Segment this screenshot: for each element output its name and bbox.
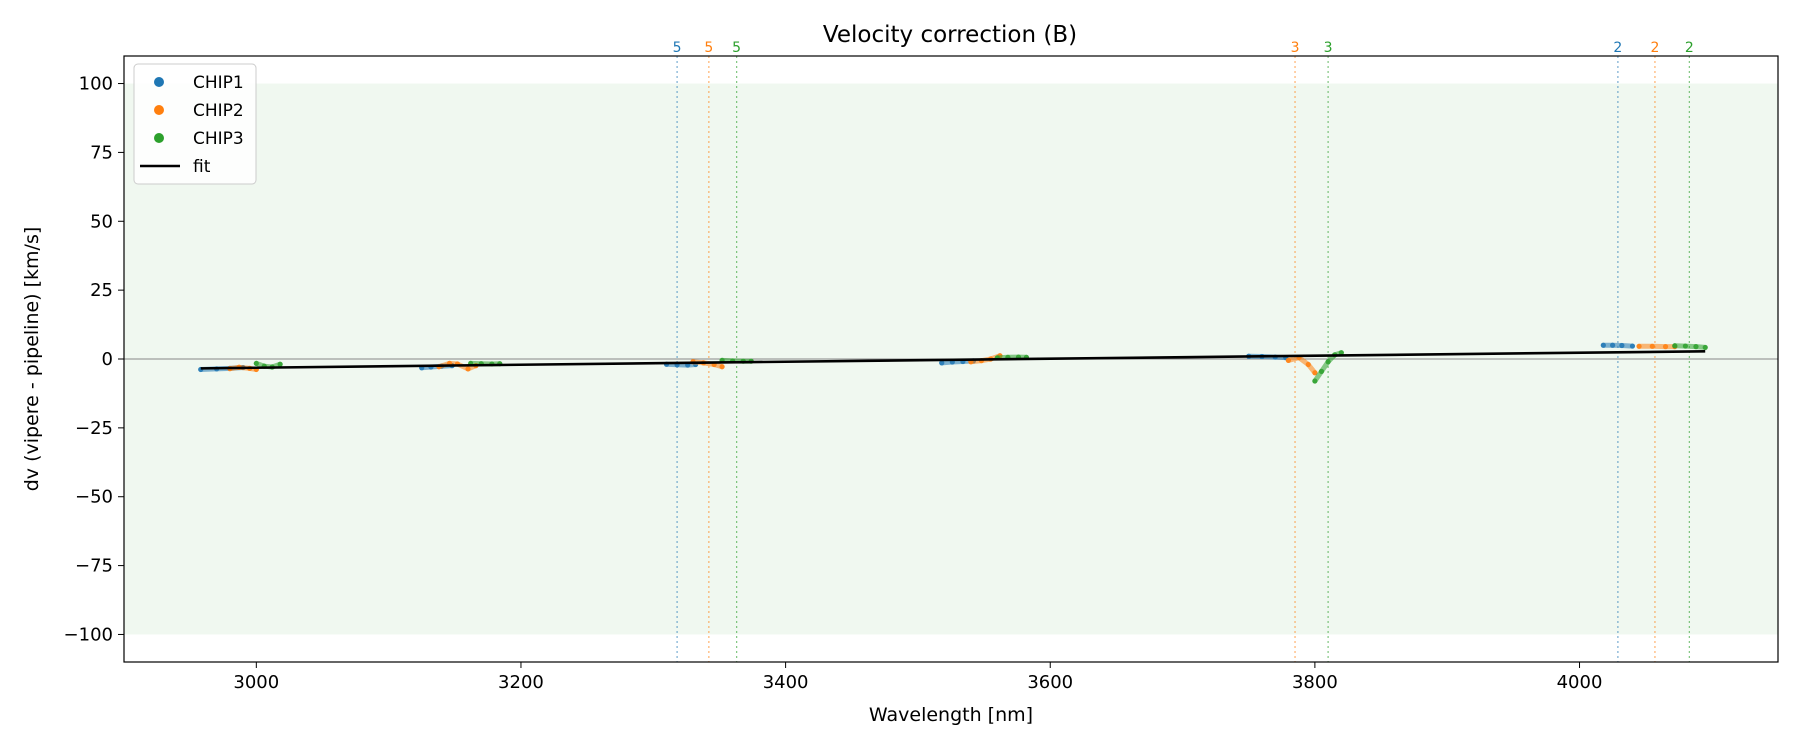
legend: CHIP1 CHIP2 CHIP3 fit xyxy=(133,63,257,185)
y-tick-label-0: 100 xyxy=(79,74,113,95)
fit-line xyxy=(200,349,1706,370)
chip3-point-5-2 xyxy=(1693,344,1699,350)
chip3-point-4-2 xyxy=(1325,359,1331,365)
legend-marker-0 xyxy=(154,77,164,87)
chip3-point-5-3 xyxy=(1702,344,1708,351)
chip2-point-4-0 xyxy=(1285,357,1292,363)
x-axis-label: Wavelength [nm] xyxy=(869,704,1033,726)
vertical-marker-label-6: 2 xyxy=(1650,40,1659,56)
legend-label-2: CHIP3 xyxy=(193,129,244,149)
chip3-point-4-1 xyxy=(1318,368,1325,374)
chip2-point-5-2 xyxy=(1662,344,1669,350)
y-tick-label-8: −100 xyxy=(64,624,113,645)
chip3-segment-5 xyxy=(1672,343,1708,350)
x-tick-label-2: 3400 xyxy=(763,672,809,693)
chip3-point-5-1 xyxy=(1682,343,1688,349)
vertical-marker-label-5: 2 xyxy=(1613,40,1622,56)
chip2-point-2-3 xyxy=(719,364,725,370)
y-tick-label-3: 25 xyxy=(90,280,113,301)
chip1-point-5-0 xyxy=(1600,342,1606,348)
y-tick-label-1: 75 xyxy=(90,142,113,163)
y-tick-label-2: 50 xyxy=(90,211,113,232)
vertical-marker-label-2: 5 xyxy=(732,40,741,56)
chip1-segment-5 xyxy=(1600,342,1635,349)
x-tick-label-1: 3200 xyxy=(498,672,544,693)
y-tick-label-7: −75 xyxy=(75,556,113,577)
vertical-marker-label-7: 2 xyxy=(1685,40,1694,56)
y-tick-label-5: −25 xyxy=(75,418,113,439)
chip3-point-5-0 xyxy=(1672,343,1678,349)
chip2-point-1-3 xyxy=(465,366,471,372)
x-axis-ticks: 3000 3200 3400 3600 3800 4000 xyxy=(233,662,1602,693)
legend-label-3: fit xyxy=(193,157,211,177)
legend-label-0: CHIP1 xyxy=(193,73,244,93)
x-tick-label-4: 3800 xyxy=(1292,672,1338,693)
chip2-point-4-3 xyxy=(1312,370,1318,376)
vertical-marker-label-3: 3 xyxy=(1291,40,1300,56)
chip1-point-5-1 xyxy=(1610,342,1616,348)
chip3-point-4-4 xyxy=(1338,350,1344,356)
chip2-segment-4 xyxy=(1285,355,1318,376)
chip1-segment-2 xyxy=(664,361,699,368)
x-tick-label-0: 3000 xyxy=(233,672,279,693)
legend-box xyxy=(133,63,257,185)
vertical-marker-label-0: 5 xyxy=(673,40,682,56)
chip1-point-5-2 xyxy=(1619,342,1625,349)
legend-label-1: CHIP2 xyxy=(193,101,244,121)
vertical-marker-label-1: 5 xyxy=(704,40,713,56)
y-tick-label-4: 0 xyxy=(102,349,113,370)
vertical-marker-layer: 5 5 5 3 3 2 2 2 xyxy=(673,40,1694,662)
chip1-point-5-3 xyxy=(1629,343,1636,349)
chip1-point-3-0 xyxy=(939,360,945,366)
x-tick-label-3: 3600 xyxy=(1027,672,1073,693)
legend-marker-2 xyxy=(154,133,164,143)
chip2-point-5-1 xyxy=(1649,343,1655,349)
chip2-point-4-2 xyxy=(1305,361,1311,368)
y-axis-label: dv (vipere - pipeline) [km/s] xyxy=(21,227,43,492)
legend-marker-1 xyxy=(154,105,164,115)
chip3-point-0-0 xyxy=(253,360,259,367)
vertical-marker-label-4: 3 xyxy=(1324,40,1333,56)
chip2-point-5-0 xyxy=(1636,343,1642,349)
y-axis-ticks: 100 75 50 25 0 −25 −50 −75 −100 xyxy=(64,74,124,645)
chip3-point-4-0 xyxy=(1312,378,1318,384)
chart-title: Velocity correction (B) xyxy=(823,22,1077,48)
y-tick-label-6: −50 xyxy=(75,487,113,508)
chip1-segment-3 xyxy=(939,358,976,366)
x-tick-label-5: 4000 xyxy=(1557,672,1603,693)
chip3-segment-3 xyxy=(994,354,1029,361)
chip3-point-0-3 xyxy=(277,361,283,367)
